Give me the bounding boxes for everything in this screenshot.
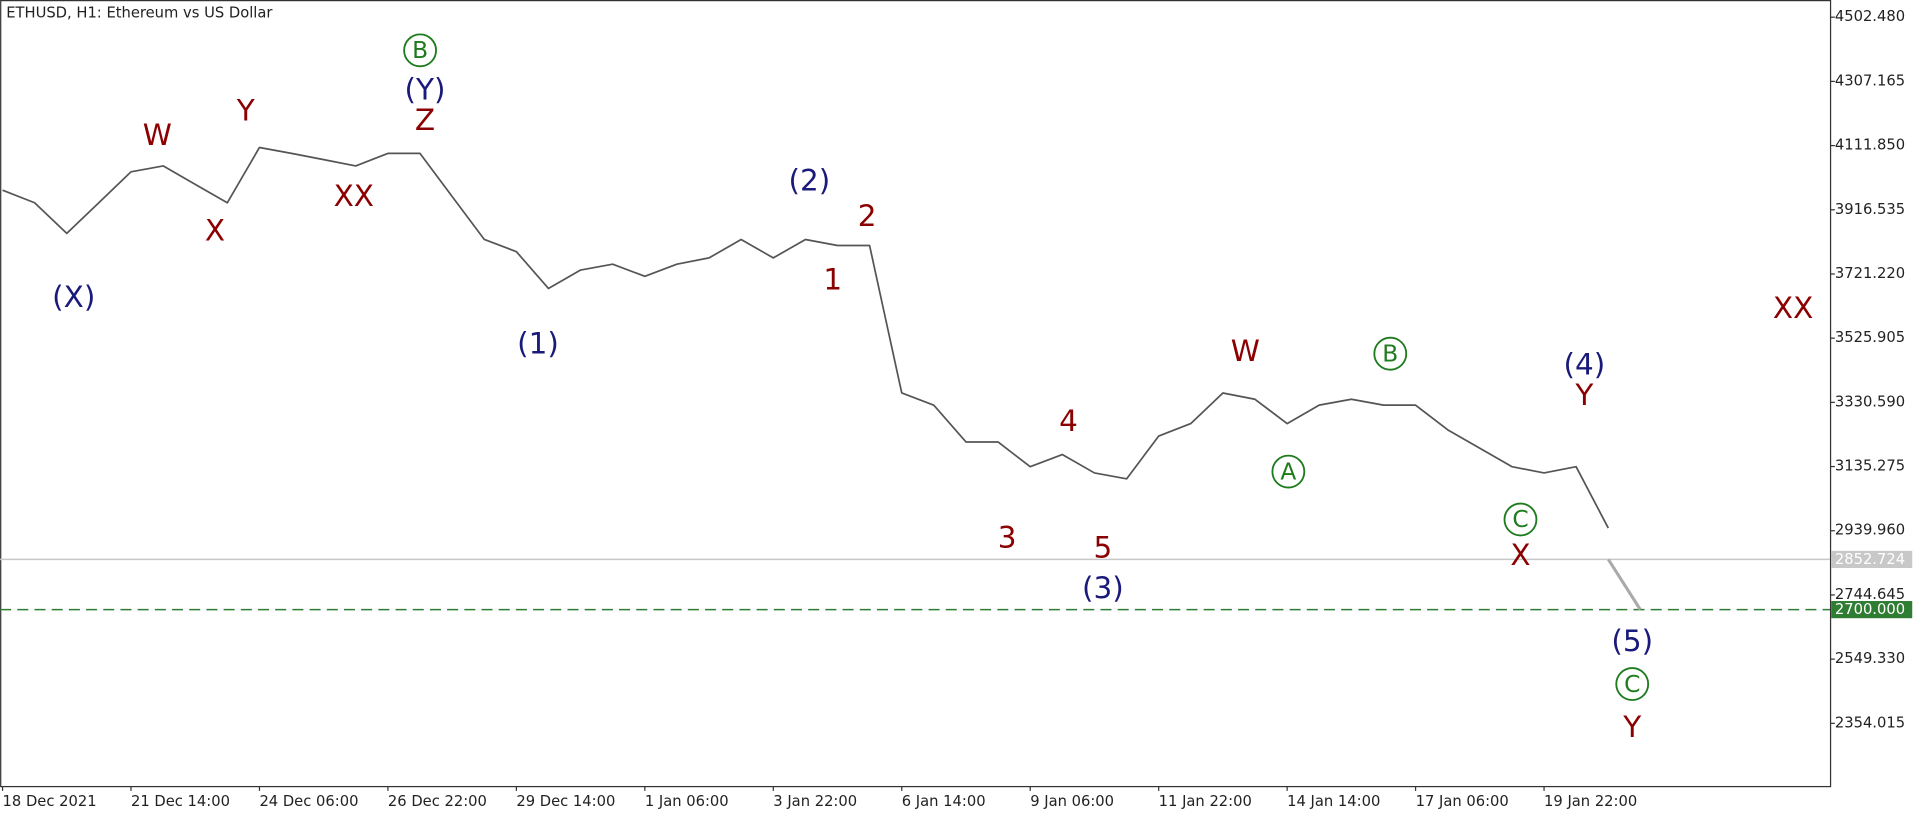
wave-label: X [205, 214, 225, 248]
x-tick-label: 9 Jan 06:00 [1030, 793, 1114, 810]
x-tick-label: 11 Jan 22:00 [1159, 793, 1252, 810]
wave-label: (X) [52, 280, 95, 314]
wave-label: 2 [858, 199, 877, 233]
wave-label: (2) [789, 163, 831, 197]
annotation-circle [1271, 454, 1306, 489]
wave-label: Z [415, 103, 435, 137]
wave-label: Y [236, 93, 256, 127]
wave-label: A [1280, 457, 1296, 485]
x-tick-label: 6 Jan 14:00 [902, 793, 986, 810]
y-tick-label: 2744.645 [1835, 586, 1905, 603]
y-tick-label: 4307.165 [1835, 72, 1905, 89]
wave-label: B [1382, 339, 1398, 367]
annotation-circle [1615, 667, 1650, 701]
x-tick-label: 14 Jan 14:00 [1287, 793, 1380, 810]
y-tick-label: 4502.480 [1835, 8, 1905, 25]
level-label: 2852.724 [1835, 551, 1905, 568]
wave-label: (5) [1611, 624, 1653, 658]
wave-label: W [1231, 334, 1260, 368]
x-tick-label: 24 Dec 06:00 [259, 793, 358, 810]
x-tick-label: 19 Jan 22:00 [1544, 793, 1637, 810]
x-tick-label: 1 Jan 06:00 [645, 793, 729, 810]
wave-label: 3 [998, 521, 1017, 555]
price-line [2, 146, 1610, 529]
y-tick-label: 2354.015 [1835, 714, 1905, 731]
wave-label: (3) [1082, 571, 1124, 605]
wave-label: (4) [1563, 347, 1605, 381]
wave-label: X [1510, 538, 1530, 572]
wave-label: 5 [1094, 530, 1113, 564]
x-tick-label: 3 Jan 22:00 [773, 793, 857, 810]
y-tick-label: 3525.905 [1835, 329, 1905, 346]
y-tick-label: 4111.850 [1835, 137, 1905, 154]
wave-label: C [1624, 670, 1640, 698]
annotation-circle [1503, 502, 1538, 537]
y-tick-label: 2549.330 [1835, 650, 1905, 667]
wave-label: Y [1622, 710, 1642, 744]
annotation-circle [1373, 336, 1408, 371]
chart-title: ETHUSD, H1: Ethereum vs US Dollar [6, 5, 273, 22]
annotation-circle [403, 33, 437, 68]
x-tick-label: 21 Dec 14:00 [131, 793, 230, 810]
x-tick-label: 17 Jan 06:00 [1416, 793, 1509, 810]
y-tick-label: 3330.590 [1835, 393, 1905, 410]
x-tick-label: 18 Dec 2021 [3, 793, 97, 810]
wave-label: XX [1773, 291, 1813, 325]
x-tick-label: 29 Dec 14:00 [516, 793, 615, 810]
level-label-box [1831, 601, 1913, 619]
wave-label: (1) [517, 327, 559, 361]
wave-label: XX [334, 179, 374, 213]
wave-label: Y [1574, 378, 1594, 412]
wave-label: B [412, 36, 428, 64]
level-label: 2700.000 [1835, 601, 1905, 618]
wave-label: C [1512, 505, 1528, 533]
y-tick-label: 2939.960 [1835, 522, 1905, 539]
y-tick-label: 3721.220 [1835, 265, 1905, 282]
x-tick-label: 26 Dec 22:00 [388, 793, 487, 810]
wave-label: 1 [823, 263, 842, 297]
y-tick-label: 3135.275 [1835, 458, 1905, 475]
level-label-box [1831, 550, 1913, 569]
wave-label: 4 [1059, 404, 1078, 438]
plot-frame [0, 0, 1832, 788]
wave-label: (Y) [405, 72, 446, 106]
y-tick-label: 3916.535 [1835, 201, 1905, 218]
wave-label: W [143, 118, 172, 152]
